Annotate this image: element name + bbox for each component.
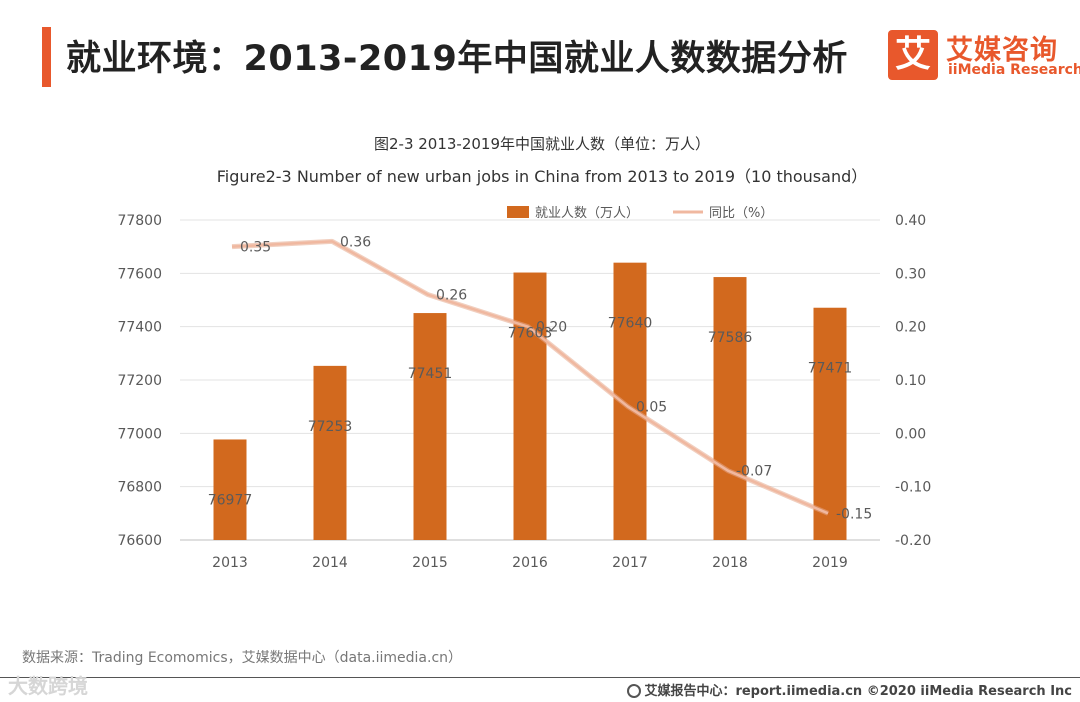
legend-line-label: 同比（%） (709, 206, 773, 221)
logo-name-cn: 艾媒咨询 (946, 35, 1058, 66)
employment-chart: 图2-3 2013-2019年中国就业人数（单位：万人） Figure2-3 N… (117, 135, 931, 571)
footer-copyright: 艾媒报告中心：report.iimedia.cn ©2020 iiMedia R… (627, 680, 1072, 699)
legend-bar-swatch (507, 206, 529, 218)
bar-data-label: 77603 (508, 326, 553, 342)
y-tick-label: 77800 (117, 213, 162, 229)
y2-tick-label: -0.10 (895, 480, 931, 496)
page-title: 就业环境：2013-2019年中国就业人数数据分析 (66, 39, 848, 79)
bar (813, 307, 847, 540)
watermark: 大数跨境 (8, 674, 88, 698)
bar-data-label: 77586 (708, 330, 753, 346)
bar-data-label: 77253 (308, 419, 353, 435)
line-data-label: -0.15 (836, 506, 872, 522)
line-data-label: 0.35 (240, 240, 271, 256)
line-data-label: 0.36 (340, 234, 371, 250)
bar-data-label: 77471 (808, 361, 853, 377)
x-tick-label: 2018 (712, 555, 748, 571)
y2-tick-label: 0.20 (895, 320, 926, 336)
line-data-label: 0.05 (636, 400, 667, 416)
y2-tick-label: 0.30 (895, 266, 926, 282)
bar-data-label: 76977 (208, 492, 253, 508)
title-accent-bar (42, 27, 51, 87)
x-tick-label: 2016 (512, 555, 548, 571)
bar (413, 313, 447, 540)
y2-tick-label: -0.20 (895, 533, 931, 549)
logo-mark: 艾 (888, 30, 938, 80)
y-tick-label: 77200 (117, 373, 162, 389)
y-tick-label: 77600 (117, 266, 162, 282)
x-tick-label: 2015 (412, 555, 448, 571)
data-source: 数据来源：Trading Ecomomics，艾媒数据中心（data.iimed… (22, 650, 463, 666)
chart-subtitle: Figure2-3 Number of new urban jobs in Ch… (217, 167, 868, 186)
bar-data-label: 77451 (408, 366, 453, 382)
y-tick-label: 77000 (117, 426, 162, 442)
copyright-text: 艾媒报告中心：report.iimedia.cn ©2020 iiMedia R… (644, 684, 1072, 699)
y2-tick-label: 0.40 (895, 213, 926, 229)
x-tick-label: 2017 (612, 555, 648, 571)
globe-icon (627, 684, 642, 698)
line-data-label: -0.07 (736, 464, 772, 480)
chart-title: 图2-3 2013-2019年中国就业人数（单位：万人） (374, 135, 710, 153)
logo-name-en: iiMedia Research (948, 62, 1080, 78)
y2-tick-label: 0.00 (895, 426, 926, 442)
legend-bar-label: 就业人数（万人） (535, 206, 639, 221)
line-data-label: 0.26 (436, 288, 467, 304)
x-tick-label: 2014 (312, 555, 348, 571)
x-tick-label: 2019 (812, 555, 848, 571)
y-tick-label: 76600 (117, 533, 162, 549)
bar-data-label: 77640 (608, 316, 653, 332)
line-data-label: 0.20 (536, 320, 567, 336)
footer-divider (0, 677, 1080, 678)
y-tick-label: 77400 (117, 320, 162, 336)
y-tick-label: 76800 (117, 480, 162, 496)
bar (213, 439, 247, 540)
brand-logo: 艾 艾媒咨询 iiMedia Research (888, 28, 1080, 84)
bar (713, 277, 747, 540)
growth-line (231, 240, 829, 515)
bar (313, 365, 347, 540)
x-tick-label: 2013 (212, 555, 248, 571)
bar (513, 272, 547, 540)
y2-tick-label: 0.10 (895, 373, 926, 389)
